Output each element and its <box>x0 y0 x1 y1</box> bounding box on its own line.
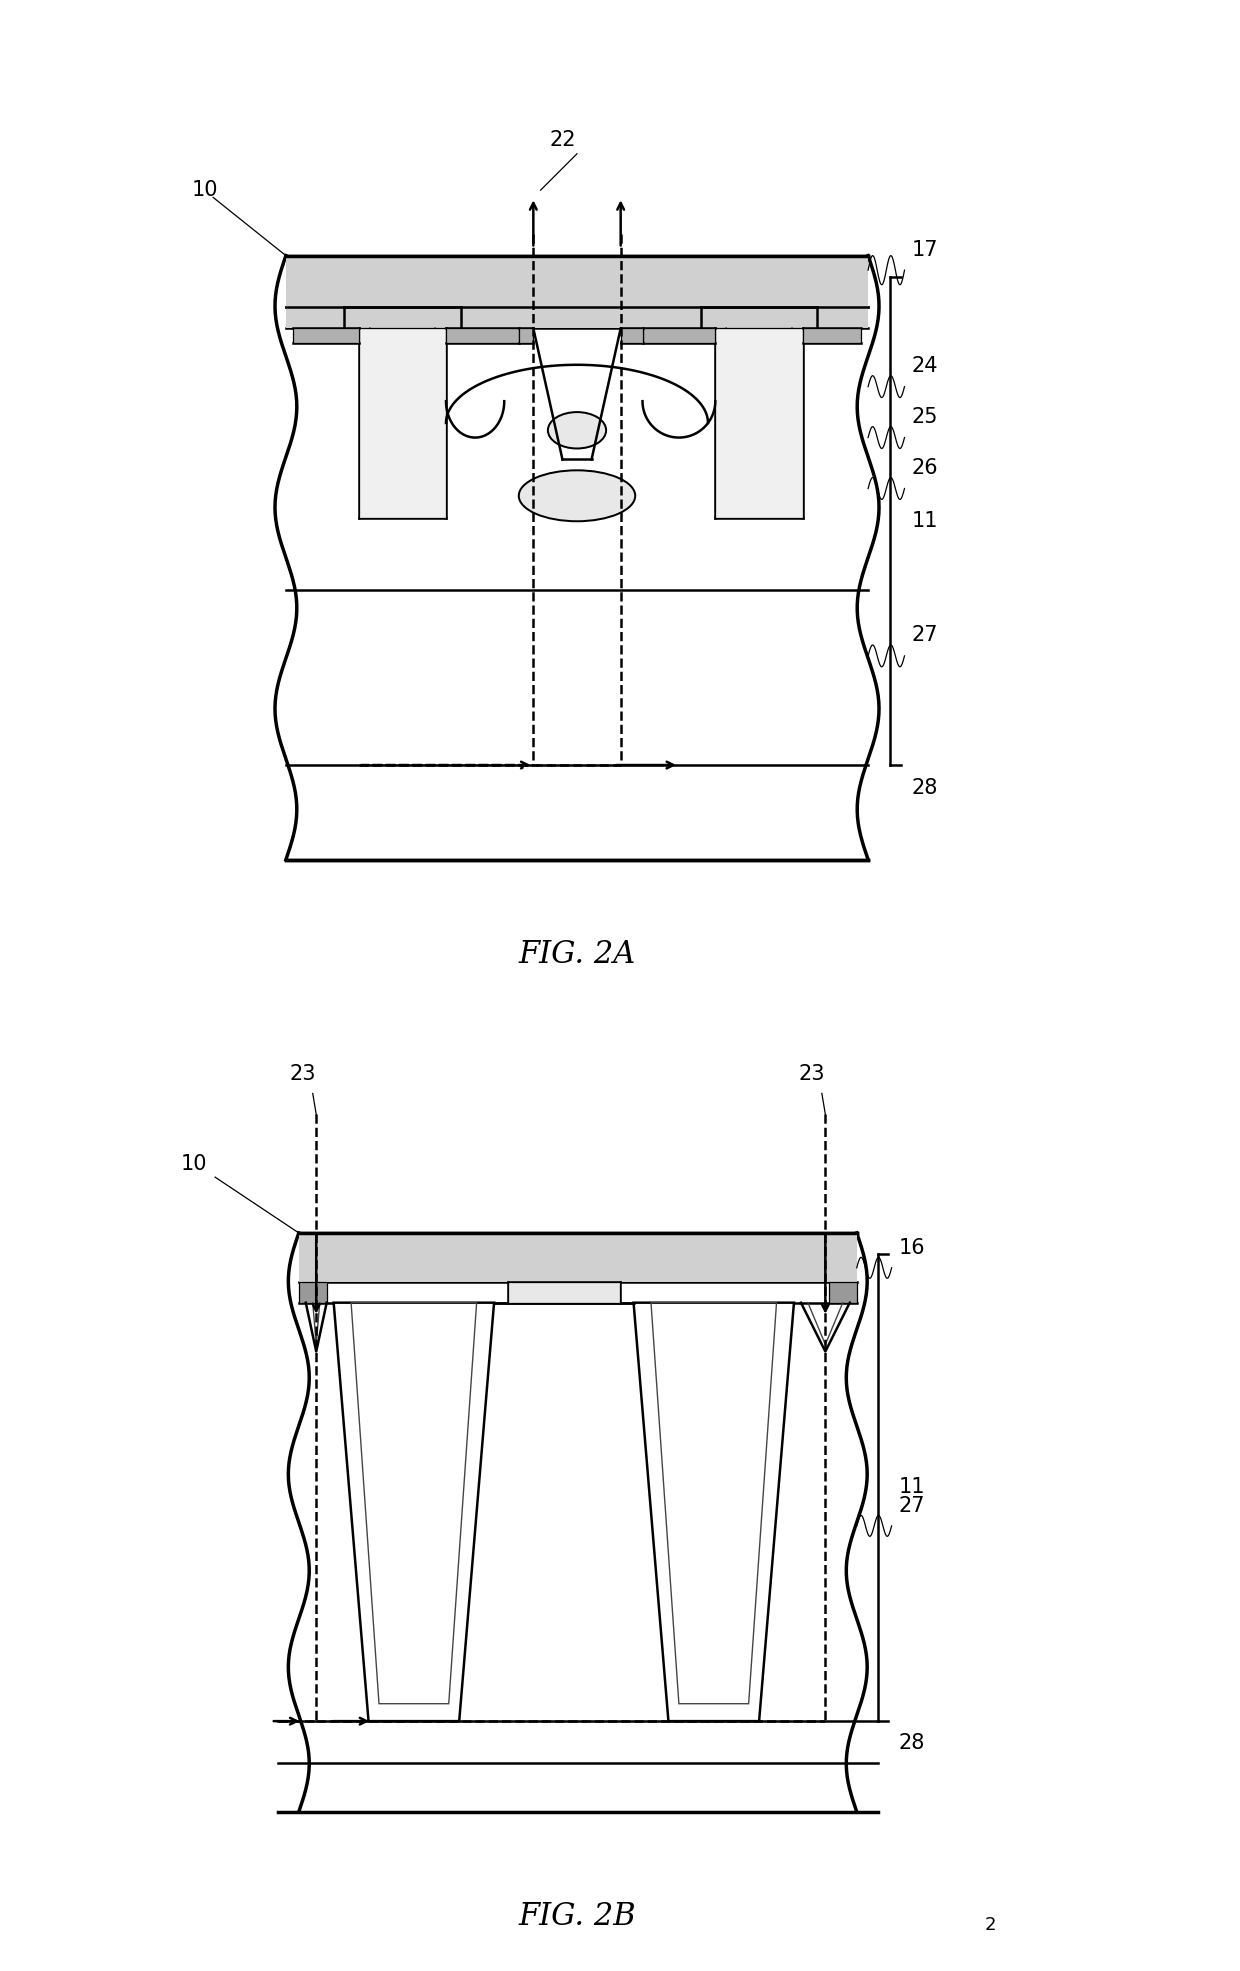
Polygon shape <box>828 1281 857 1303</box>
Text: 11: 11 <box>911 510 939 532</box>
Polygon shape <box>642 329 715 343</box>
Text: 28: 28 <box>899 1733 925 1752</box>
Polygon shape <box>518 329 533 343</box>
Polygon shape <box>446 329 518 343</box>
Text: 26: 26 <box>911 457 939 477</box>
Text: FIG. 2A: FIG. 2A <box>518 938 636 970</box>
Text: 10: 10 <box>180 1155 207 1175</box>
Text: 25: 25 <box>911 406 939 428</box>
Ellipse shape <box>518 471 635 520</box>
Ellipse shape <box>548 412 606 449</box>
Text: FIG. 2B: FIG. 2B <box>520 1900 636 1932</box>
Polygon shape <box>299 1281 326 1303</box>
Text: 11: 11 <box>899 1478 925 1498</box>
Polygon shape <box>508 1281 620 1303</box>
Polygon shape <box>286 256 868 329</box>
Text: 2: 2 <box>985 1916 996 1934</box>
Text: 22: 22 <box>549 130 575 150</box>
Text: 10: 10 <box>191 179 218 201</box>
Text: 27: 27 <box>899 1496 925 1516</box>
Text: 27: 27 <box>911 625 939 645</box>
Text: 16: 16 <box>899 1238 925 1257</box>
Polygon shape <box>802 329 861 343</box>
Polygon shape <box>334 1303 494 1721</box>
Text: 23: 23 <box>289 1064 315 1084</box>
Text: 28: 28 <box>911 779 939 798</box>
Polygon shape <box>715 329 802 518</box>
Text: 24: 24 <box>911 357 939 376</box>
Polygon shape <box>293 329 358 343</box>
Text: 17: 17 <box>911 240 939 260</box>
Text: 23: 23 <box>799 1064 825 1084</box>
Polygon shape <box>299 1234 857 1281</box>
Polygon shape <box>621 329 642 343</box>
Polygon shape <box>358 329 446 518</box>
Polygon shape <box>634 1303 794 1721</box>
